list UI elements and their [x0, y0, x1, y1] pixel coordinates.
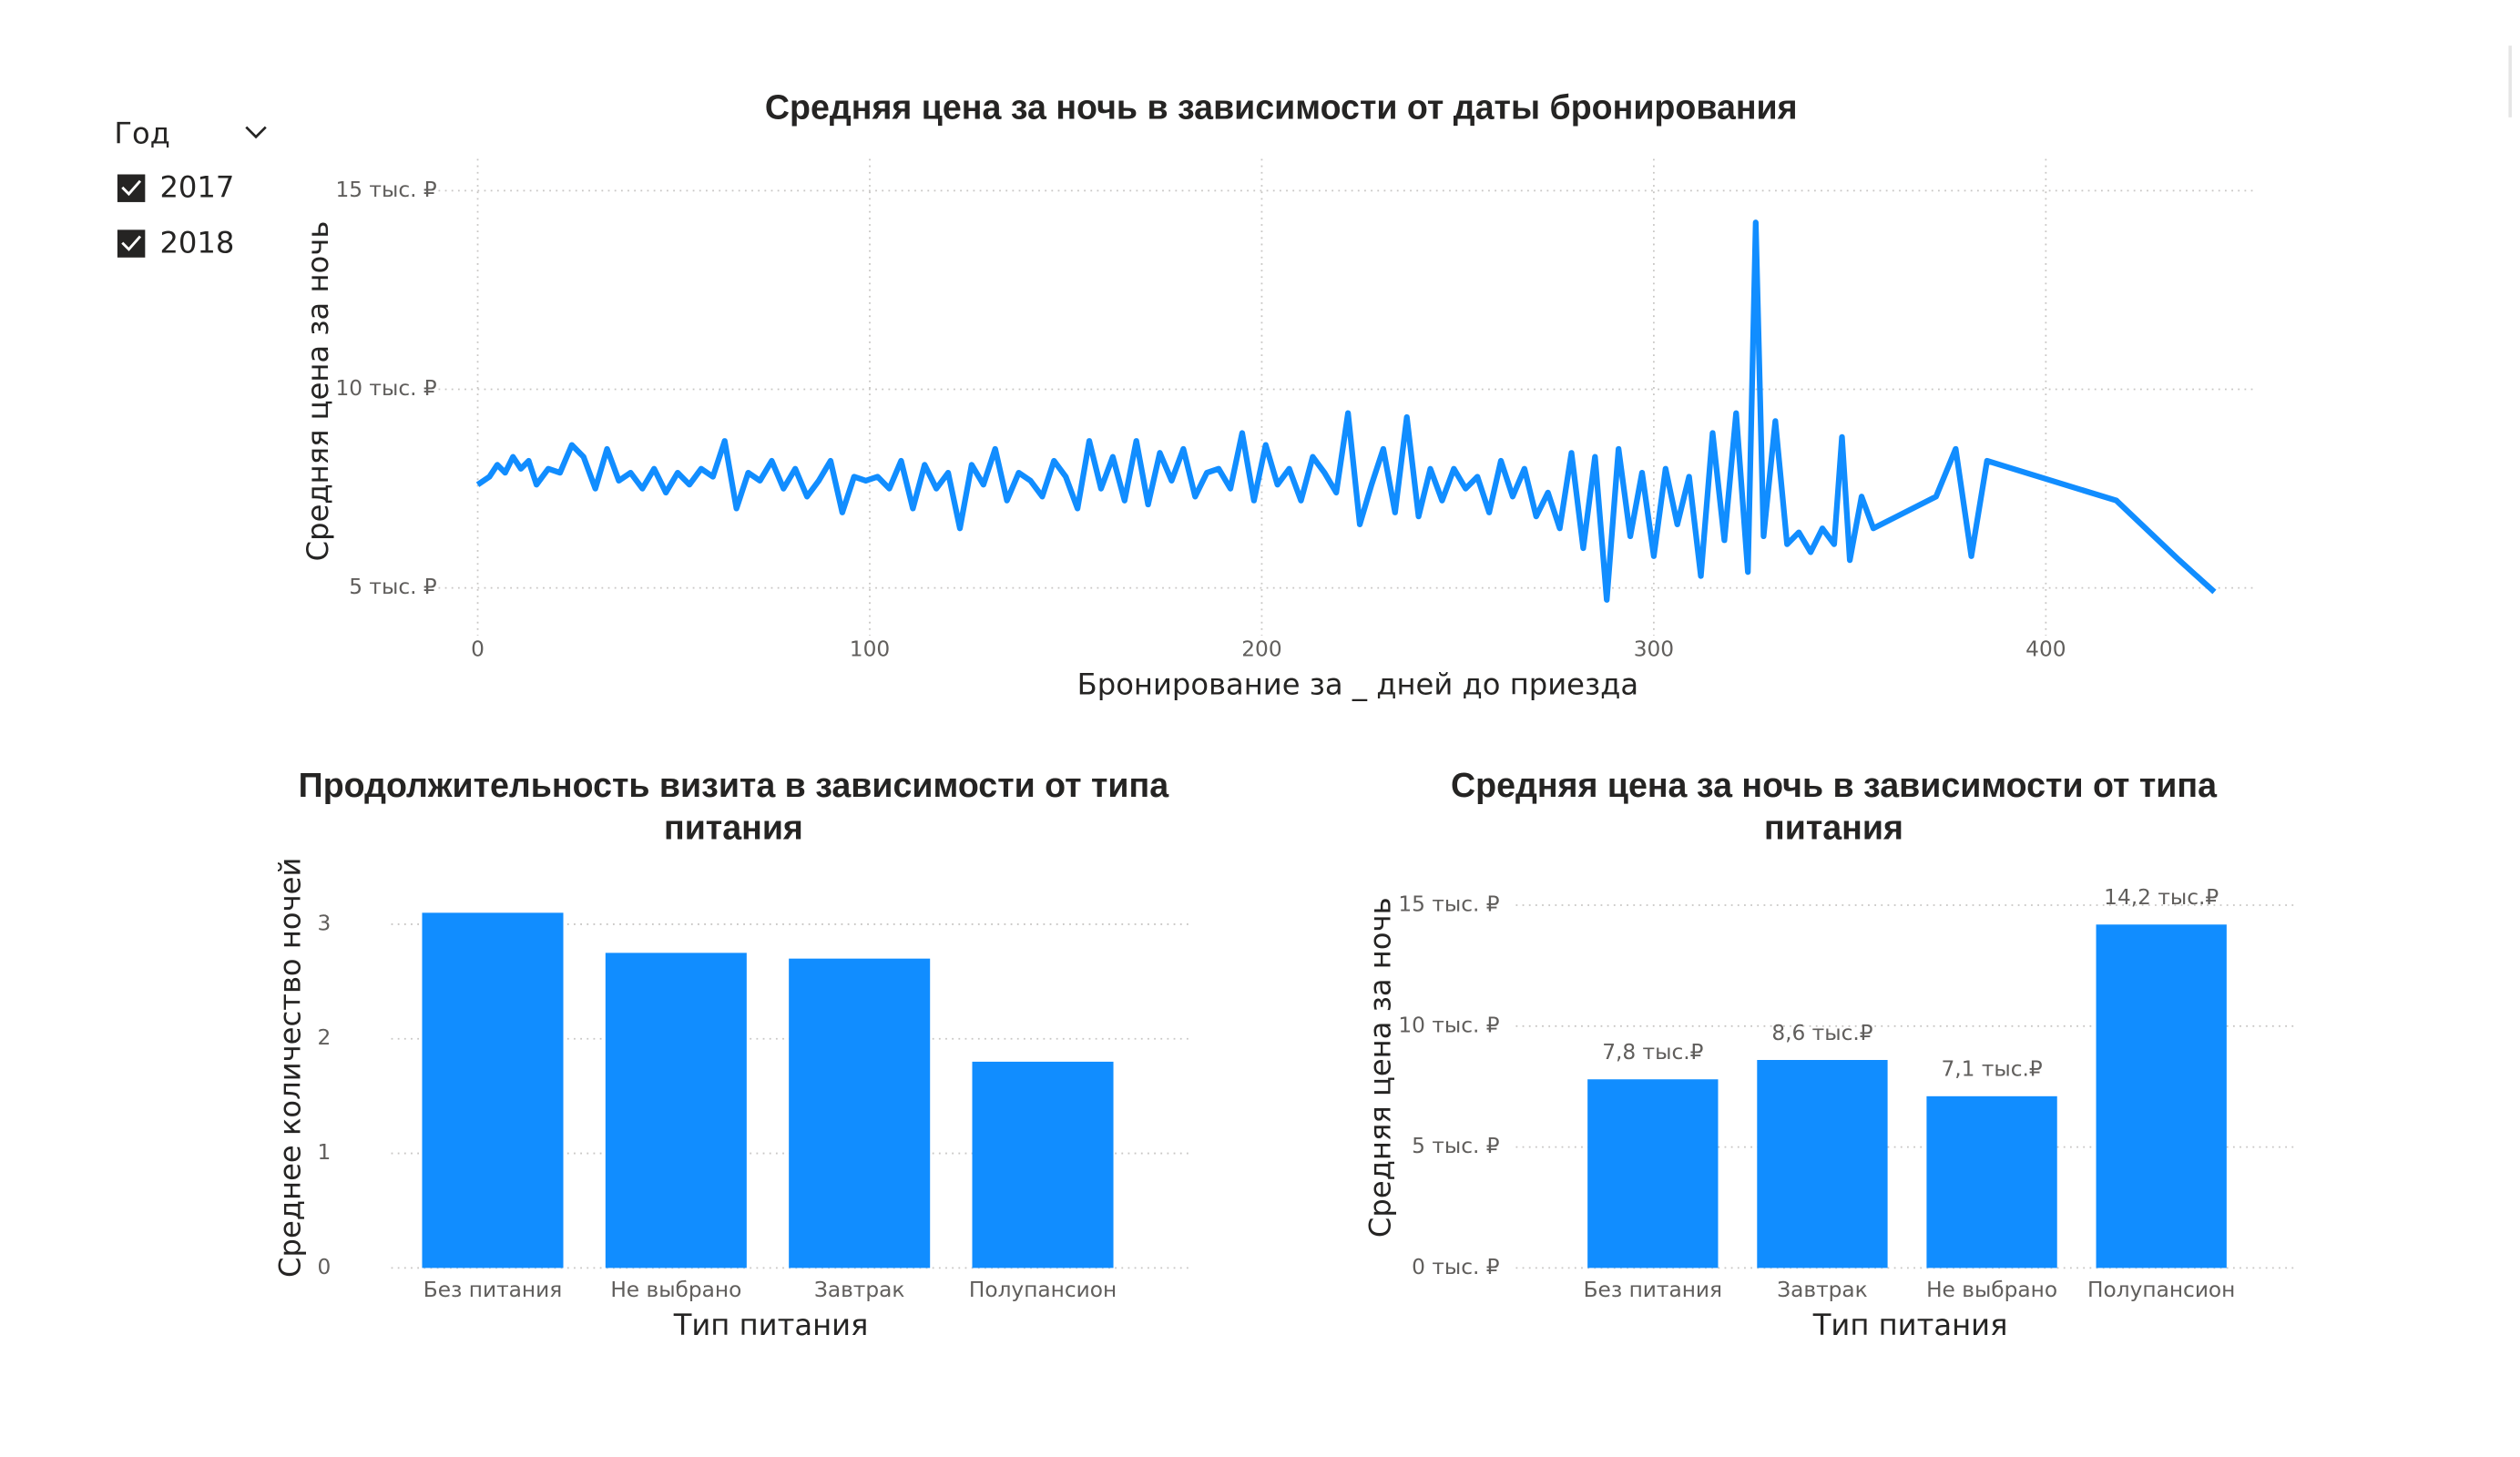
slicer-item[interactable]: 2018 — [159, 225, 234, 260]
y-axis-title: Средняя цена за ночь — [301, 221, 335, 562]
y-tick-label: 1 — [318, 1140, 332, 1165]
data-label: 14,2 тыс.₽ — [2104, 885, 2219, 910]
bar — [422, 912, 564, 1269]
x-axis-title: Тип питания — [1812, 1308, 2008, 1342]
line-series — [475, 219, 2217, 603]
slicer-title: Год — [114, 117, 170, 151]
x-tick-label: 400 — [2025, 637, 2066, 662]
x-tick-label: 100 — [850, 637, 890, 662]
data-label: 8,6 тыс.₽ — [1771, 1021, 1872, 1045]
x-tick-label: Не выбрано — [610, 1278, 741, 1302]
check-mark — [121, 235, 142, 251]
x-tick-label: 0 — [471, 637, 485, 662]
y-tick-label: 10 тыс. ₽ — [1398, 1013, 1499, 1037]
y-tick-label: 5 тыс. ₽ — [1412, 1134, 1499, 1158]
y-tick-label: 15 тыс. ₽ — [1398, 892, 1499, 917]
chart-title-box: Средняя цена за ночь в зависимости от ти… — [1450, 767, 2217, 848]
x-tick-label: 200 — [1241, 637, 1281, 662]
y-tick-label: 15 тыс. ₽ — [335, 178, 436, 202]
chart-title: Средняя цена за ночь в зависимости от да… — [764, 89, 1798, 127]
bar — [2096, 924, 2227, 1269]
y-tick-label: 3 — [318, 911, 332, 935]
bar — [1926, 1095, 2057, 1269]
chart-title-box: Средняя цена за ночь в зависимости от да… — [764, 89, 1798, 127]
bar — [1587, 1079, 1719, 1269]
chart-title-box: Продолжительность визита в зависимости о… — [298, 767, 1169, 848]
y-tick-label: 10 тыс. ₽ — [335, 376, 436, 401]
chart-title: Средняя цена за ночь в зависимости от ти… — [1450, 767, 2217, 848]
bar — [972, 1061, 1114, 1269]
data-label: 7,1 тыс.₽ — [1941, 1057, 2042, 1082]
x-tick-label: Не выбрано — [1926, 1278, 2057, 1302]
x-tick-label: Без питания — [423, 1278, 562, 1302]
bar — [1757, 1060, 1888, 1269]
y-tick-label: 0 тыс. ₽ — [1412, 1255, 1499, 1279]
x-tick-label: 300 — [1634, 637, 1674, 662]
y-axis-title: Среднее количество ночей — [272, 858, 307, 1278]
y-axis-title: Средняя цена за ночь — [1363, 897, 1398, 1238]
x-tick-label: Без питания — [1584, 1278, 1722, 1302]
y-tick-label: 5 тыс. ₽ — [349, 575, 436, 599]
x-tick-label: Полупансион — [969, 1278, 1117, 1302]
y-tick-label: 0 — [318, 1255, 332, 1279]
bar — [789, 958, 931, 1269]
data-label: 7,8 тыс.₽ — [1602, 1040, 1703, 1065]
check-mark — [121, 179, 142, 197]
x-axis-title: Тип питания — [673, 1308, 869, 1342]
x-tick-label: Полупансион — [2087, 1278, 2235, 1302]
bar — [605, 953, 747, 1269]
chart-title: Продолжительность визита в зависимости о… — [298, 767, 1169, 848]
y-tick-label: 2 — [318, 1025, 332, 1050]
x-tick-label: Завтрак — [814, 1278, 904, 1302]
slicer-chevron[interactable] — [245, 126, 267, 139]
x-tick-label: Завтрак — [1777, 1278, 1867, 1302]
x-axis-title: Бронирование за _ дней до приезда — [1077, 667, 1638, 701]
slicer-item[interactable]: 2017 — [159, 170, 234, 205]
